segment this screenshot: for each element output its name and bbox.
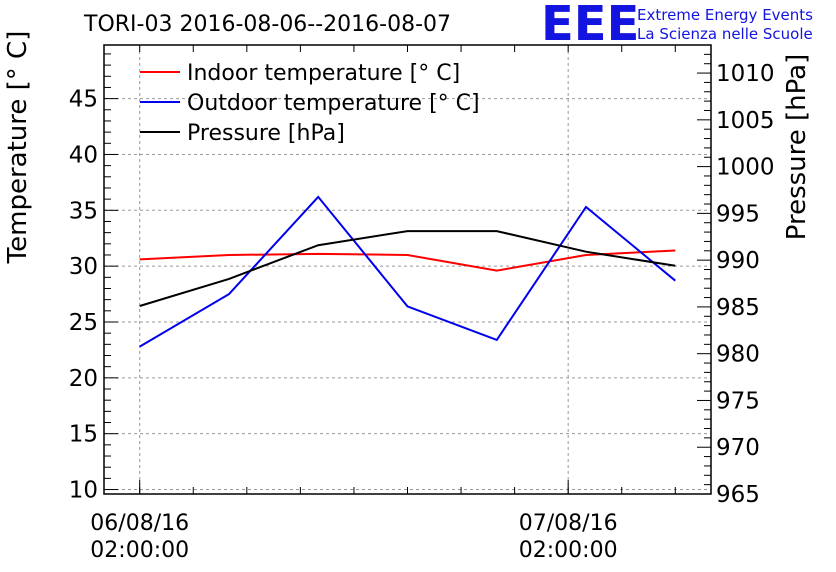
y-tick-label-right: 965 (716, 482, 760, 508)
axes: 10 15 20 25 30 35 40 45 965 970 975 980 985 990 995 100… (69, 44, 775, 563)
x-tick-label-time: 02:00:00 (519, 538, 618, 563)
x-tick-label-date: 06/08/16 (90, 511, 189, 536)
y-tick-label-left: 35 (69, 198, 98, 224)
grid-lines (104, 45, 711, 494)
eee-logo-text: EEE (541, 0, 639, 52)
legend-label-3: Pressure [hPa] (187, 121, 345, 146)
series-line-2 (139, 195, 676, 348)
legend: Indoor temperature [° C] Outdoor temperat… (140, 61, 480, 146)
y-tick-label-left: 40 (69, 142, 98, 168)
y-tick-label-right: 1000 (716, 155, 775, 181)
series-lines (139, 195, 676, 348)
chart-title: TORI-03 2016-08-06--2016-08-07 (83, 12, 451, 37)
y-tick-label-right: 1005 (716, 108, 775, 134)
y-tick-label-left: 25 (69, 310, 98, 336)
eee-logo: EEE Extreme Energy Events La Scienza nel… (541, 0, 813, 52)
y-tick-label-left: 30 (69, 254, 98, 280)
y-tick-label-right: 975 (716, 388, 760, 414)
y-tick-label-right: 995 (716, 201, 760, 227)
legend-label-2: Outdoor temperature [° C] (187, 91, 480, 116)
y-tick-label-right: 985 (716, 295, 760, 321)
x-tick-label-date: 07/08/16 (519, 511, 618, 536)
logo-line-2: La Scienza nelle Scuole (637, 25, 813, 43)
x-tick-label-time: 02:00:00 (90, 538, 189, 563)
y-tick-label-left: 10 (69, 478, 98, 504)
y-tick-label-left: 15 (69, 422, 98, 448)
legend-label-1: Indoor temperature [° C] (187, 61, 460, 86)
series-line-3 (139, 230, 676, 307)
y-axis-label-left: Temperature [° C] (3, 31, 33, 265)
y-axis-label-right: Pressure [hPa] (782, 54, 812, 241)
y-tick-label-left: 45 (69, 87, 98, 113)
y-tick-label-right: 990 (716, 248, 760, 274)
logo-line-1: Extreme Energy Events (637, 6, 813, 24)
y-tick-label-right: 980 (716, 342, 760, 368)
series-line-1 (139, 249, 676, 272)
y-tick-label-right: 970 (716, 435, 760, 461)
y-tick-label-left: 20 (69, 366, 98, 392)
y-tick-label-right: 1010 (716, 61, 775, 87)
